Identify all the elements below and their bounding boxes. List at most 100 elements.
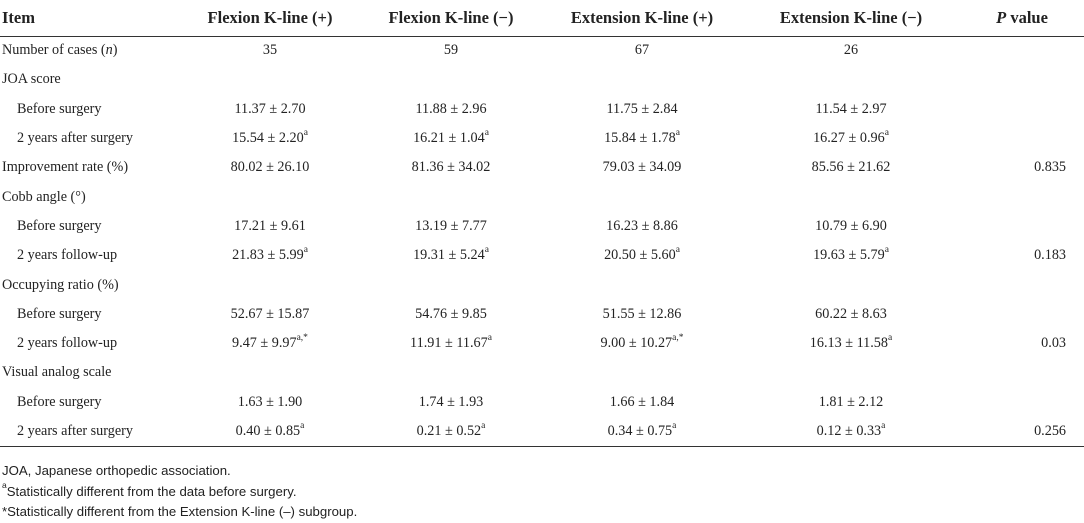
cell-value: 9.00 ± 10.27 bbox=[600, 335, 673, 352]
cell-value: 11.54 ± 2.97 bbox=[815, 100, 887, 117]
header-extension-positive: Extension K-line (+) bbox=[542, 0, 742, 37]
p-value-cell bbox=[960, 124, 1084, 153]
row-label-italic: n bbox=[105, 42, 113, 59]
p-value-cell bbox=[960, 65, 1084, 94]
table-cell: 80.02 ± 26.10 bbox=[180, 153, 360, 182]
cell-value: 1.66 ± 1.84 bbox=[609, 393, 675, 410]
table-cell: 10.79 ± 6.90 bbox=[742, 212, 960, 241]
row-label: Before surgery bbox=[0, 388, 180, 417]
p-value-cell bbox=[960, 36, 1084, 65]
cell-value: 10.79 ± 6.90 bbox=[815, 217, 887, 234]
table-row: Before surgery 17.21 ± 9.61 13.19 ± 7.77 16… bbox=[0, 212, 1084, 241]
row-label: Before surgery bbox=[0, 300, 180, 329]
cell-value: 16.23 ± 8.86 bbox=[606, 217, 678, 234]
table-cell bbox=[542, 182, 742, 211]
table-cell bbox=[180, 358, 360, 387]
p-value-cell bbox=[960, 95, 1084, 124]
cell-superscript: a bbox=[675, 245, 680, 256]
cell-superscript: a bbox=[887, 333, 893, 344]
cell-superscript: a bbox=[881, 421, 886, 432]
footnote-a-text: Statistically different from the data be… bbox=[6, 483, 297, 499]
p-value-cell bbox=[960, 300, 1084, 329]
row-label-text: Occupying ratio (%) bbox=[2, 276, 119, 293]
table-cell: 11.91 ± 11.67a bbox=[360, 329, 542, 358]
footnotes: JOA, Japanese orthopedic association. aS… bbox=[2, 461, 357, 523]
cell-value: 11.91 ± 11.67 bbox=[410, 335, 488, 352]
cell-value: 80.02 ± 26.10 bbox=[230, 159, 310, 176]
cell-superscript: a,* bbox=[296, 333, 308, 344]
cell-superscript: a bbox=[303, 245, 308, 256]
cell-superscript: a bbox=[487, 333, 492, 344]
cell-value: 1.81 ± 2.12 bbox=[818, 393, 884, 410]
table-cell: 11.88 ± 2.96 bbox=[360, 95, 542, 124]
footnote-star: *Statistically different from the Extens… bbox=[2, 504, 358, 519]
cell-value: 51.55 ± 12.86 bbox=[602, 305, 682, 322]
table-cell: 16.21 ± 1.04a bbox=[360, 124, 542, 153]
table-cell: 16.27 ± 0.96a bbox=[742, 124, 960, 153]
footnote-a: aStatistically different from the data b… bbox=[2, 481, 357, 503]
table-cell: 17.21 ± 9.61 bbox=[180, 212, 360, 241]
cell-value: 60.22 ± 8.63 bbox=[815, 305, 887, 322]
cell-value: 13.19 ± 7.77 bbox=[415, 217, 487, 234]
table-cell: 1.74 ± 1.93 bbox=[360, 388, 542, 417]
table-cell bbox=[360, 65, 542, 94]
table-cell bbox=[542, 65, 742, 94]
table-row: 2 years follow-up 9.47 ± 9.97a,* 11.91 ± 1… bbox=[0, 329, 1084, 358]
table-cell: 0.34 ± 0.75a bbox=[542, 416, 742, 447]
table-row: Visual analog scale bbox=[0, 358, 1084, 387]
cell-value: 0.21 ± 0.52 bbox=[416, 422, 482, 439]
table-row: 2 years after surgery 15.54 ± 2.20a 16.21 … bbox=[0, 124, 1084, 153]
cell-superscript: a bbox=[484, 245, 489, 256]
row-label-text: Cobb angle (°) bbox=[2, 188, 86, 205]
table-cell: 9.47 ± 9.97a,* bbox=[180, 329, 360, 358]
cell-value: 81.36 ± 34.02 bbox=[411, 159, 491, 176]
header-flexion-negative: Flexion K-line (−) bbox=[360, 0, 542, 37]
table-row: 2 years after surgery 0.40 ± 0.85 a 0.21 ± … bbox=[0, 416, 1084, 447]
table-cell bbox=[180, 65, 360, 94]
row-label: 2 years follow-up bbox=[0, 329, 180, 358]
cell-value: 26 bbox=[843, 42, 859, 59]
table-cell: 11.54 ± 2.97 bbox=[742, 95, 960, 124]
table-cell bbox=[542, 358, 742, 387]
p-value-cell bbox=[960, 182, 1084, 211]
cell-value: 16.13 ± 11.58 bbox=[809, 335, 888, 352]
table-cell: 26 bbox=[742, 36, 960, 65]
cell-value: 1.74 ± 1.93 bbox=[418, 393, 484, 410]
table-cell bbox=[742, 65, 960, 94]
cell-value: 11.37 ± 2.70 bbox=[234, 100, 306, 117]
header-p-italic: P bbox=[996, 7, 1007, 27]
table-cell: 67 bbox=[542, 36, 742, 65]
row-label: Number of cases (n) bbox=[0, 36, 180, 65]
row-label-text: 2 years follow-up bbox=[17, 335, 118, 352]
table-cell bbox=[180, 182, 360, 211]
cell-value: 11.75 ± 2.84 bbox=[606, 100, 678, 117]
table-cell: 60.22 ± 8.63 bbox=[742, 300, 960, 329]
cell-value: 15.54 ± 2.20 bbox=[232, 130, 304, 147]
table-cell: 1.66 ± 1.84 bbox=[542, 388, 742, 417]
cell-value: 0.40 ± 0.85 bbox=[235, 422, 301, 439]
table-cell: 59 bbox=[360, 36, 542, 65]
row-label: 2 years follow-up bbox=[0, 241, 180, 270]
results-table: Item Flexion K-line (+) Flexion K-line (… bbox=[0, 0, 1084, 447]
table-cell: 79.03 ± 34.09 bbox=[542, 153, 742, 182]
row-label-text: 2 years after surgery bbox=[17, 130, 133, 147]
cell-value: 67 bbox=[634, 42, 650, 59]
row-label-text: Number of cases ( bbox=[2, 42, 106, 59]
table-cell: 13.19 ± 7.77 bbox=[360, 212, 542, 241]
p-value-cell bbox=[960, 270, 1084, 299]
row-label-text: 2 years after surgery bbox=[17, 422, 133, 439]
cell-value: 11.88 ± 2.96 bbox=[415, 100, 487, 117]
table-cell: 52.67 ± 15.87 bbox=[180, 300, 360, 329]
table-cell: 20.50 ± 5.60a bbox=[542, 241, 742, 270]
p-value-cell: 0.256 bbox=[960, 416, 1084, 447]
table-cell: 21.83 ± 5.99a bbox=[180, 241, 360, 270]
table-cell: 0.21 ± 0.52a bbox=[360, 416, 542, 447]
cell-value: 16.21 ± 1.04 bbox=[413, 130, 485, 147]
row-label-text: Before surgery bbox=[17, 305, 102, 322]
row-label: Occupying ratio (%) bbox=[0, 270, 180, 299]
header-row: Item Flexion K-line (+) Flexion K-line (… bbox=[0, 0, 1084, 37]
cell-value: 19.31 ± 5.24 bbox=[413, 247, 485, 264]
table-row: Number of cases (n) 35 59 67 26 bbox=[0, 36, 1084, 65]
table-cell: 35 bbox=[180, 36, 360, 65]
table-row: 2 years follow-up 21.83 ± 5.99a 19.31 ± 5.… bbox=[0, 241, 1084, 270]
